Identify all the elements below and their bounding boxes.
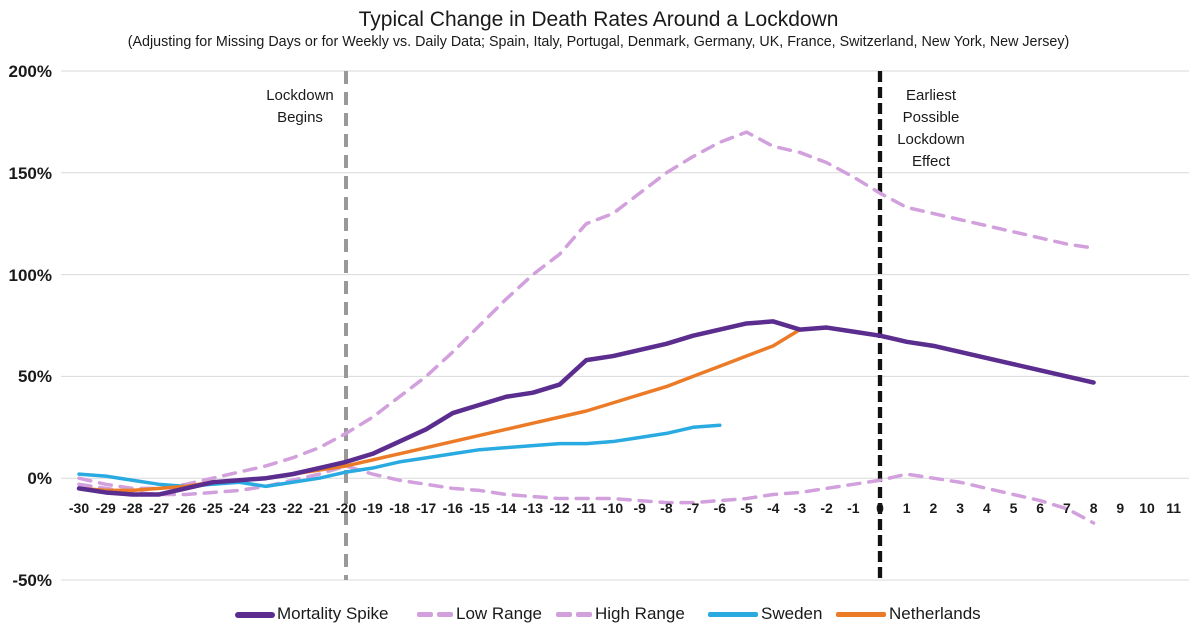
svg-text:100%: 100% [9, 266, 52, 285]
svg-text:Lockdown: Lockdown [266, 87, 334, 104]
svg-text:0%: 0% [27, 469, 52, 488]
svg-text:50%: 50% [18, 367, 52, 386]
svg-text:Earliest: Earliest [906, 87, 957, 104]
svg-text:Begins: Begins [277, 109, 323, 126]
svg-text:-50%: -50% [12, 571, 52, 590]
svg-text:Lockdown: Lockdown [897, 131, 965, 148]
svg-text:150%: 150% [9, 164, 52, 183]
svg-text:200%: 200% [9, 62, 52, 81]
svg-text:Possible: Possible [903, 109, 960, 126]
svg-text:Effect: Effect [912, 153, 951, 170]
